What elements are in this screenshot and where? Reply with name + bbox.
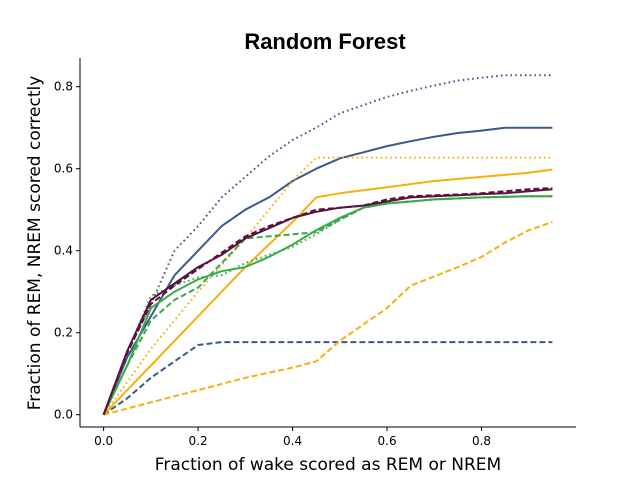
series-line-6 <box>103 221 553 416</box>
x-axis-label: Fraction of wake scored as REM or NREM <box>155 455 501 475</box>
x-ticks: 0.0 0.2 0.4 0.6 0.8 <box>94 427 491 448</box>
y-tick-label: 0.6 <box>54 162 73 176</box>
y-axis-label: Fraction of REM, NREM scored correctly <box>25 76 45 411</box>
y-tick-label: 0.4 <box>54 244 73 258</box>
series-line-11 <box>102 187 553 416</box>
series-line-3 <box>103 341 553 416</box>
x-tick-label: 0.2 <box>189 434 208 448</box>
y-tick-label: 0.2 <box>54 326 73 340</box>
series-line-1 <box>102 126 553 416</box>
series-lines <box>102 74 553 416</box>
x-tick-label: 0.0 <box>94 434 113 448</box>
series-line-5 <box>102 156 553 416</box>
y-tick-label: 0.0 <box>54 408 73 422</box>
axes-spines <box>79 58 576 428</box>
series-line-8 <box>102 195 553 416</box>
series-line-4 <box>102 168 553 416</box>
x-tick-label: 0.8 <box>472 434 491 448</box>
series-line-10 <box>102 188 553 416</box>
y-ticks: 0.0 0.2 0.4 0.6 0.8 <box>54 80 80 422</box>
x-tick-label: 0.4 <box>283 434 302 448</box>
y-tick-label: 0.8 <box>54 80 73 94</box>
series-line-9 <box>102 195 553 416</box>
x-tick-label: 0.6 <box>378 434 397 448</box>
series-line-2 <box>102 74 553 416</box>
chart-title: Random Forest <box>244 29 406 54</box>
series-line-7 <box>102 195 553 416</box>
